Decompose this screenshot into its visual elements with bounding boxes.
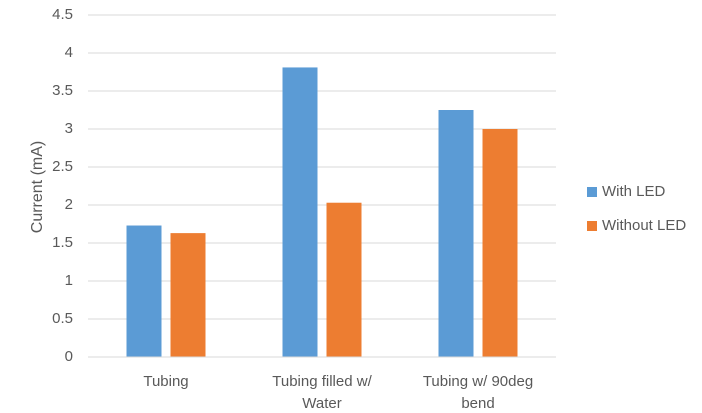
bar-without-led (482, 129, 518, 357)
x-tick-label-line: Tubing (143, 373, 188, 390)
legend-swatch (587, 187, 597, 197)
x-axis-tick-labels: Tubing Tubing filled w/Water Tubing w/ 90d… (143, 373, 533, 412)
x-tick-label-line: Tubing filled w/ (272, 373, 372, 390)
y-tick-label: 4 (65, 44, 73, 61)
legend-swatch (587, 221, 597, 231)
legend: With LED Without LED (587, 183, 686, 234)
gridlines (88, 14, 556, 320)
bars (126, 67, 518, 357)
y-axis-title: Current (mA) (29, 141, 46, 233)
bar-without-led (326, 202, 362, 357)
y-tick-label: 3 (65, 120, 73, 137)
legend-label: With LED (602, 183, 666, 200)
y-axis-tick-labels: 0 0.5 1 1.5 2 2.5 3 3.5 4 4.5 (52, 6, 73, 365)
x-tick-label: Tubing (143, 373, 188, 390)
y-tick-label: 0.5 (52, 310, 73, 327)
y-tick-label: 2 (65, 196, 73, 213)
x-tick-label-line: Water (302, 395, 341, 412)
bar-with-led (126, 225, 162, 357)
x-tick-label-line: bend (461, 395, 494, 412)
y-tick-label: 1 (65, 272, 73, 289)
y-tick-label: 0 (65, 348, 73, 365)
y-tick-label: 1.5 (52, 234, 73, 251)
bar-without-led (170, 233, 206, 357)
x-tick-label-line: Tubing w/ 90deg (423, 373, 533, 390)
y-tick-label: 2.5 (52, 158, 73, 175)
x-tick-label: Tubing filled w/Water (272, 373, 372, 412)
legend-label: Without LED (602, 217, 686, 234)
y-tick-label: 3.5 (52, 82, 73, 99)
y-tick-label: 4.5 (52, 6, 73, 23)
bar-with-led (282, 67, 318, 357)
bar-with-led (438, 110, 474, 357)
x-tick-label: Tubing w/ 90deg bend (423, 373, 533, 412)
